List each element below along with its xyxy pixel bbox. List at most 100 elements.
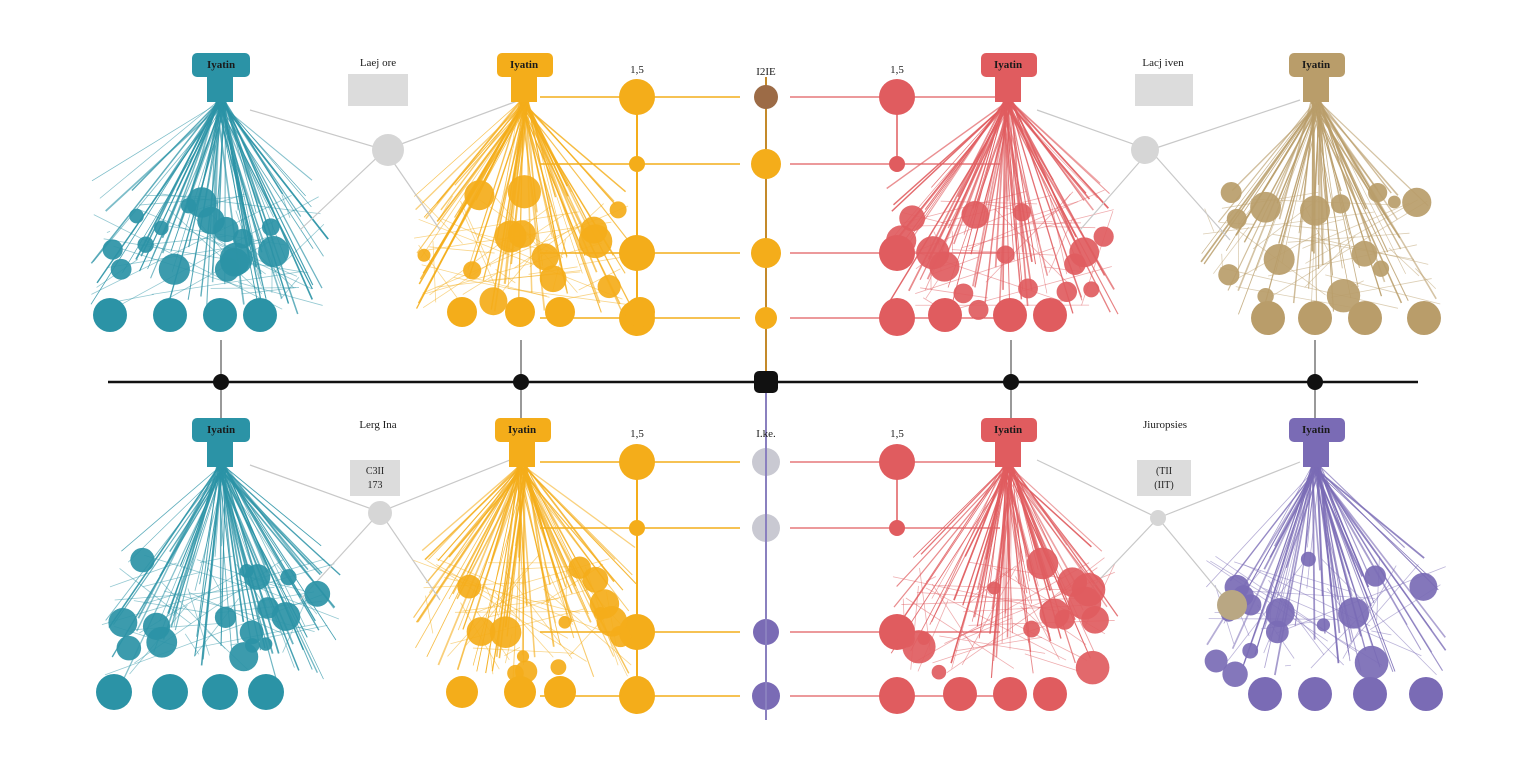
network-node [154, 220, 169, 236]
network-edge [1292, 573, 1351, 592]
network-edge [528, 101, 568, 259]
network-edge [1003, 101, 1111, 313]
network-edge [1004, 466, 1011, 614]
legend-label: Jiuropsies [1143, 419, 1187, 431]
legend-label: Laej ore [360, 57, 396, 69]
network-edge [235, 210, 263, 287]
network-edge [106, 230, 111, 233]
network-node [550, 659, 567, 676]
network-node [1326, 278, 1361, 313]
hub-label: Iyatin [207, 424, 235, 436]
network-edge [890, 466, 1004, 638]
hub-stem [207, 76, 233, 102]
network-edge [1203, 101, 1318, 265]
legend-top-left: Laej ore [348, 57, 408, 106]
legend-bottom-right: Jiuropsies (TII (IIT) [1137, 419, 1191, 496]
network-node [372, 134, 404, 166]
network-edge [1011, 101, 1101, 184]
hub-label: Iyatin [994, 59, 1022, 71]
network-node [1071, 572, 1106, 607]
network-edge [429, 205, 552, 296]
ladder-node [629, 156, 645, 172]
network-edge [1346, 564, 1419, 648]
network-edge [1278, 101, 1312, 220]
network-node [232, 228, 253, 249]
network-node [417, 248, 431, 262]
network-edge [193, 598, 240, 657]
network-node [1265, 620, 1289, 644]
network-edge [1221, 253, 1223, 267]
ladder-node [619, 235, 655, 271]
network-node [1348, 301, 1382, 335]
network-edge [425, 595, 434, 634]
network-edge [902, 222, 1081, 227]
network-edge [1318, 101, 1429, 207]
network-node [1351, 240, 1378, 267]
network-edge [273, 223, 325, 274]
network-edge [221, 101, 239, 211]
network-edge [144, 554, 257, 591]
network-edge [209, 563, 335, 601]
network-edge [248, 245, 295, 289]
network-node [558, 616, 572, 629]
network-edge [1320, 557, 1437, 676]
network-edge [972, 101, 1010, 287]
network-node [1263, 243, 1295, 275]
hub-label: Iyatin [510, 59, 538, 71]
network-edge [460, 206, 499, 293]
network-edge [1268, 579, 1325, 656]
network-edge [485, 585, 502, 622]
network-edge [299, 149, 386, 231]
network-node [987, 581, 1001, 595]
network-edge [414, 101, 521, 197]
network-edge [440, 101, 524, 211]
legend-box [1135, 74, 1193, 106]
network-edge [1318, 101, 1343, 269]
network-node [1298, 677, 1332, 711]
network-edge [975, 101, 1007, 207]
network-edge [1036, 459, 1159, 519]
network-edge [495, 269, 516, 284]
network-edge [220, 101, 264, 310]
network-edge [1270, 200, 1428, 298]
network-edge [974, 101, 1012, 288]
network-node [961, 201, 990, 229]
network-edge [525, 466, 555, 647]
network-edge [1029, 201, 1078, 217]
network-edge [961, 560, 1021, 666]
hub-stem [1303, 76, 1329, 102]
network-edge [109, 562, 177, 588]
network-edge [516, 466, 630, 612]
network-edge [1302, 202, 1410, 249]
network-node [1083, 281, 1100, 298]
network-edge [1314, 466, 1447, 651]
network-edge [1315, 466, 1439, 591]
network-node [928, 298, 962, 332]
network-node [214, 606, 237, 628]
network-edge [1206, 560, 1328, 642]
network-edge [993, 466, 1011, 662]
network-edge [520, 566, 572, 570]
network-edge [526, 101, 566, 281]
network-node [446, 676, 478, 708]
hub-cap [495, 418, 551, 442]
network-edge [210, 287, 300, 289]
network-edge [448, 466, 527, 558]
network-node [993, 677, 1027, 711]
hub-stem [1303, 441, 1329, 467]
network-edge [135, 101, 220, 260]
network-node [447, 297, 477, 327]
network-edge [543, 563, 573, 625]
network-edge [454, 610, 604, 613]
network-edge [481, 466, 526, 590]
network-edge [1157, 517, 1231, 606]
hub-cap [1289, 418, 1345, 442]
network-node [1081, 606, 1109, 634]
network-edge [222, 466, 280, 654]
network-edge [221, 466, 341, 576]
legend-box [348, 74, 408, 106]
ladder-node [629, 520, 645, 536]
network-node [368, 501, 392, 525]
network-node [580, 216, 608, 244]
network-edge [249, 109, 386, 151]
